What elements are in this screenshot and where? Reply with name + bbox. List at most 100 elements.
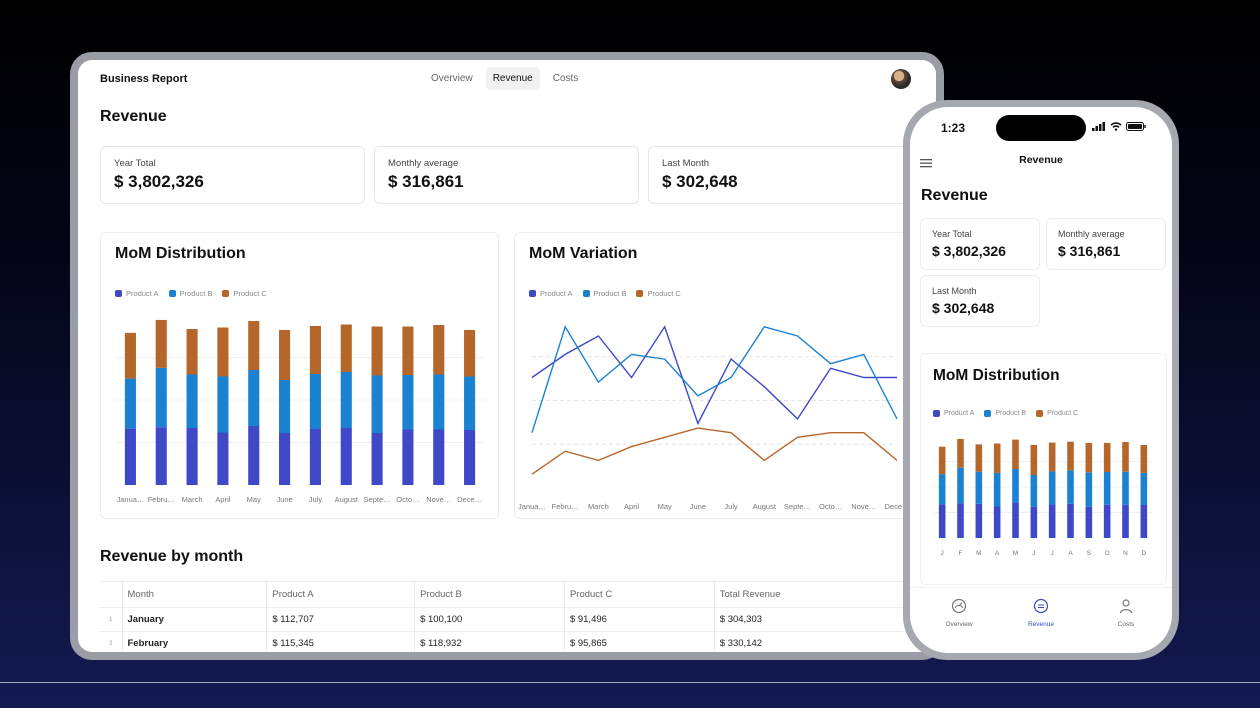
legend-label: Product B xyxy=(593,289,627,298)
cell-total: $ 330,142 xyxy=(713,631,920,652)
bar-product-c xyxy=(1030,445,1038,475)
stat-card-last-month: Last Month $ 302,648 xyxy=(920,275,1040,327)
legend-label: Product C xyxy=(1047,410,1079,417)
bar-product-c xyxy=(1012,439,1019,469)
revenue-table: Month Product A Product B Product C Tota… xyxy=(100,581,920,652)
bar-product-c xyxy=(279,330,291,380)
cell-product-b: $ 118,932 xyxy=(414,631,565,652)
bar-product-a xyxy=(248,426,260,485)
bar-product-b xyxy=(1103,472,1111,505)
cell-product-c: $ 91,496 xyxy=(563,607,715,632)
table-row[interactable]: 1 January $ 112,707 $ 100,100 $ 91,496 $… xyxy=(100,607,920,632)
table-row[interactable]: 2 February $ 115,345 $ 118,932 $ 95,865 … xyxy=(100,631,920,652)
bottom-nav: Overview Revenue Costs xyxy=(910,587,1172,653)
status-icons xyxy=(1092,122,1146,131)
legend-swatch xyxy=(529,290,536,297)
bar-product-b xyxy=(371,375,383,433)
stat-value: $ 3,802,326 xyxy=(932,243,1006,259)
legend-swatch xyxy=(636,290,644,297)
x-tick-label: J xyxy=(941,550,944,557)
column-header[interactable]: Product A xyxy=(266,581,415,608)
stat-value: $ 302,648 xyxy=(662,172,738,191)
legend-label: Product C xyxy=(233,289,267,298)
x-tick-label: Octo… xyxy=(819,502,842,511)
bar-product-a xyxy=(1103,504,1111,538)
row-index: 2 xyxy=(100,631,122,652)
bar-product-c xyxy=(938,446,946,475)
x-tick-label: June xyxy=(690,502,706,511)
bar-product-c xyxy=(464,330,476,377)
nav-costs[interactable]: Costs xyxy=(1096,598,1156,628)
bar-product-b xyxy=(309,374,321,429)
battery-icon xyxy=(1126,122,1146,131)
wifi-icon xyxy=(1110,122,1122,131)
bar-product-b xyxy=(279,380,291,433)
column-header[interactable]: Total Revenue xyxy=(713,581,920,608)
x-tick-label: S xyxy=(1087,550,1092,557)
x-tick-label: August xyxy=(335,495,359,504)
legend-swatch xyxy=(222,290,230,297)
bar-product-a xyxy=(279,433,291,485)
column-header[interactable]: Product B xyxy=(414,581,565,608)
legend-label: Product B xyxy=(995,410,1027,417)
bar-product-c xyxy=(1103,442,1111,472)
bar-product-b xyxy=(464,376,476,430)
bar-product-c xyxy=(1122,442,1129,472)
bar-product-b xyxy=(1012,469,1019,503)
bar-product-a xyxy=(1030,506,1038,538)
avatar[interactable] xyxy=(891,69,911,89)
bar-product-b xyxy=(433,374,445,430)
table-header-row: Month Product A Product B Product C Tota… xyxy=(100,581,920,608)
bar-product-b xyxy=(340,372,352,428)
bar-product-c xyxy=(309,326,321,374)
legend-label: Product B xyxy=(179,289,213,298)
nav-revenue[interactable]: Revenue xyxy=(1011,598,1071,628)
stat-label: Year Total xyxy=(932,229,972,239)
menu-icon[interactable] xyxy=(920,155,932,173)
bar-product-a xyxy=(1048,504,1056,538)
nav-label: Costs xyxy=(1117,621,1135,628)
stacked-bar-chart: Janua… Febru… March April May June July August S… xyxy=(115,319,485,504)
nav-overview[interactable]: Overview xyxy=(929,598,989,628)
legend-item-product-b: Product B xyxy=(582,289,627,298)
bar-product-a xyxy=(309,429,321,485)
mom-distribution-card: MoM Distribution Product A Product B Pro… xyxy=(100,232,499,519)
tablet-frame: Business Report Overview Revenue Costs R… xyxy=(70,52,944,660)
bar-product-b xyxy=(1048,471,1056,505)
legend-swatch xyxy=(168,290,176,297)
legend-item-product-b: Product B xyxy=(168,289,213,298)
x-tick-label: May xyxy=(247,495,261,504)
chart-legend: Product A Product B Product C xyxy=(115,289,267,298)
legend-swatch xyxy=(115,290,122,297)
row-index: 1 xyxy=(100,607,122,632)
tab-overview[interactable]: Overview xyxy=(431,73,473,84)
tab-costs[interactable]: Costs xyxy=(552,73,579,84)
x-tick-label: Octo… xyxy=(396,495,419,504)
series-line-product-b xyxy=(531,325,898,433)
bar-product-a xyxy=(975,503,983,538)
bar-product-b xyxy=(1085,472,1093,507)
stat-value: $ 3,802,326 xyxy=(114,172,204,191)
column-header[interactable]: Month xyxy=(121,581,267,608)
bar-product-b xyxy=(124,378,136,429)
legend-swatch xyxy=(933,410,940,417)
bar-product-a xyxy=(1122,504,1129,538)
stat-value: $ 316,861 xyxy=(388,172,464,191)
x-tick-label: Dece… xyxy=(884,502,909,511)
x-tick-label: M xyxy=(976,550,981,557)
card-title: MoM Distribution xyxy=(933,367,1060,384)
x-tick-label: J xyxy=(1051,550,1054,557)
revenue-icon xyxy=(1033,598,1049,614)
tab-revenue[interactable]: Revenue xyxy=(485,67,540,90)
bar-product-a xyxy=(371,433,383,485)
legend-label: Product A xyxy=(540,289,573,298)
x-tick-label: Septe… xyxy=(364,495,391,504)
gauge-icon xyxy=(951,598,967,614)
x-tick-label: May xyxy=(658,502,672,511)
bar-product-a xyxy=(1085,506,1093,538)
card-title: MoM Variation xyxy=(529,245,638,262)
status-time: 1:23 xyxy=(941,121,966,135)
column-header[interactable]: Product C xyxy=(563,581,715,608)
legend-label: Product C xyxy=(647,289,681,298)
legend-item-product-c: Product C xyxy=(222,289,267,298)
